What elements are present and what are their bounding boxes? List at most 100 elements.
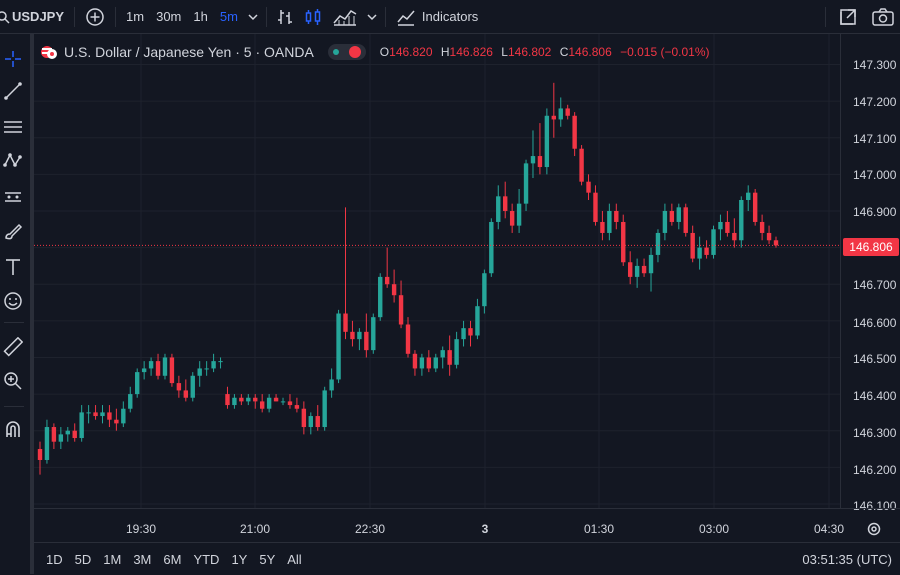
- range-5d[interactable]: 5D: [74, 551, 92, 567]
- clock-timezone[interactable]: 03:51:35 (UTC): [802, 551, 892, 567]
- range-6m[interactable]: 6M: [163, 551, 182, 567]
- candle-body: [697, 247, 702, 259]
- symbol-search[interactable]: USDJPY: [0, 0, 70, 33]
- candle-body: [468, 328, 473, 336]
- candle: [551, 82, 557, 138]
- brush-tool[interactable]: [0, 219, 26, 245]
- candle: [308, 412, 313, 435]
- candle-style-button[interactable]: [299, 0, 327, 33]
- measure-tool[interactable]: [0, 334, 26, 360]
- candle: [121, 401, 126, 428]
- market-status-toggle[interactable]: [327, 44, 366, 60]
- current-price-badge: 146.806: [843, 238, 899, 256]
- candle-body: [516, 203, 522, 226]
- range-3m[interactable]: 3M: [133, 551, 152, 567]
- candle: [371, 313, 376, 354]
- area-style-button[interactable]: [327, 0, 363, 33]
- area-chart-icon: [333, 9, 357, 26]
- candle-body: [766, 232, 772, 241]
- interval-1m[interactable]: 1m: [126, 9, 145, 24]
- price-tick-label: 146.700: [853, 278, 897, 292]
- candle-body: [711, 229, 716, 255]
- prediction-tool[interactable]: [0, 184, 26, 210]
- indicators-label: Indicators: [421, 9, 479, 24]
- candle-body: [218, 361, 223, 363]
- magnet-tool[interactable]: [0, 416, 26, 442]
- candle-body: [405, 324, 411, 354]
- interval-30m[interactable]: 30m: [156, 9, 182, 24]
- range-all[interactable]: All: [287, 551, 302, 567]
- pattern-tool[interactable]: [0, 148, 26, 174]
- candle-body: [148, 361, 154, 369]
- candle: [176, 375, 182, 398]
- candle: [648, 247, 654, 292]
- candle: [350, 320, 355, 347]
- divider: [825, 6, 826, 27]
- indicators-button[interactable]: Indicators: [390, 0, 484, 33]
- price-tick-label: 146.400: [853, 389, 897, 403]
- candle: [253, 394, 258, 409]
- zoom-in-icon: [4, 372, 22, 390]
- interval-1h[interactable]: 1h: [193, 9, 208, 24]
- candle-body: [253, 397, 258, 402]
- series-title[interactable]: U.S. Dollar / Japanese Yen · 5 · OANDA: [64, 44, 314, 60]
- candle: [752, 189, 758, 226]
- search-icon: [0, 10, 10, 24]
- axis-settings-button[interactable]: [866, 521, 882, 542]
- fib-tool[interactable]: [0, 114, 26, 140]
- emoji-tool[interactable]: [0, 288, 26, 314]
- trend-line-tool[interactable]: [0, 78, 26, 104]
- crosshair-tool[interactable]: [0, 46, 26, 72]
- candle-body: [225, 394, 230, 406]
- candle: [301, 401, 307, 435]
- divider: [384, 6, 386, 27]
- candle: [732, 218, 737, 248]
- candle-body: [482, 273, 487, 307]
- candle-body: [530, 156, 536, 164]
- interval-5m[interactable]: 5m: [219, 9, 238, 24]
- candle: [447, 335, 452, 376]
- chart-style-dropdown[interactable]: [363, 0, 381, 33]
- high-label: H: [440, 45, 450, 59]
- range-ytd[interactable]: YTD: [193, 551, 220, 567]
- candle: [419, 353, 425, 376]
- time-tick-label: 01:30: [583, 522, 615, 536]
- range-1y[interactable]: 1Y: [231, 551, 248, 567]
- candle: [79, 405, 84, 442]
- price-chart[interactable]: [34, 34, 840, 508]
- candle: [600, 210, 605, 241]
- candle: [482, 269, 487, 314]
- interval-dropdown[interactable]: [244, 0, 262, 33]
- text-tool[interactable]: [0, 254, 26, 280]
- compare-add-button[interactable]: [79, 0, 111, 33]
- candle: [364, 313, 369, 358]
- price-tick-label: 146.200: [853, 463, 897, 477]
- range-5y[interactable]: 5Y: [259, 551, 276, 567]
- zoom-tool[interactable]: [0, 368, 26, 394]
- candle: [718, 214, 723, 241]
- candle: [746, 185, 751, 211]
- candle: [468, 320, 473, 347]
- candle-body: [246, 397, 251, 402]
- candle: [239, 394, 244, 406]
- chevron-down-icon: [248, 13, 258, 20]
- candle-body: [746, 192, 751, 200]
- candle: [669, 203, 675, 226]
- candle-body: [183, 390, 189, 398]
- equal-icon: [348, 46, 361, 58]
- candle-body: [655, 232, 661, 255]
- candle-body: [44, 427, 50, 460]
- candle-body: [391, 284, 397, 296]
- bar-style-button[interactable]: [271, 0, 299, 33]
- snapshot-button[interactable]: [866, 0, 900, 33]
- time-axis[interactable]: 19:30 21:00 22:30 3 01:30 03:00 04:30: [34, 508, 900, 542]
- range-1d[interactable]: 1D: [46, 551, 63, 567]
- smiley-icon: [4, 292, 22, 310]
- fullscreen-button[interactable]: [830, 0, 866, 33]
- chart-pane[interactable]: [34, 34, 840, 508]
- price-tick-label: 147.300: [853, 58, 897, 72]
- candle-body: [197, 368, 202, 376]
- price-axis[interactable]: 147.300 147.200 147.100 147.000 146.900 …: [840, 34, 900, 513]
- candle-body: [676, 207, 681, 222]
- range-1m[interactable]: 1M: [103, 551, 122, 567]
